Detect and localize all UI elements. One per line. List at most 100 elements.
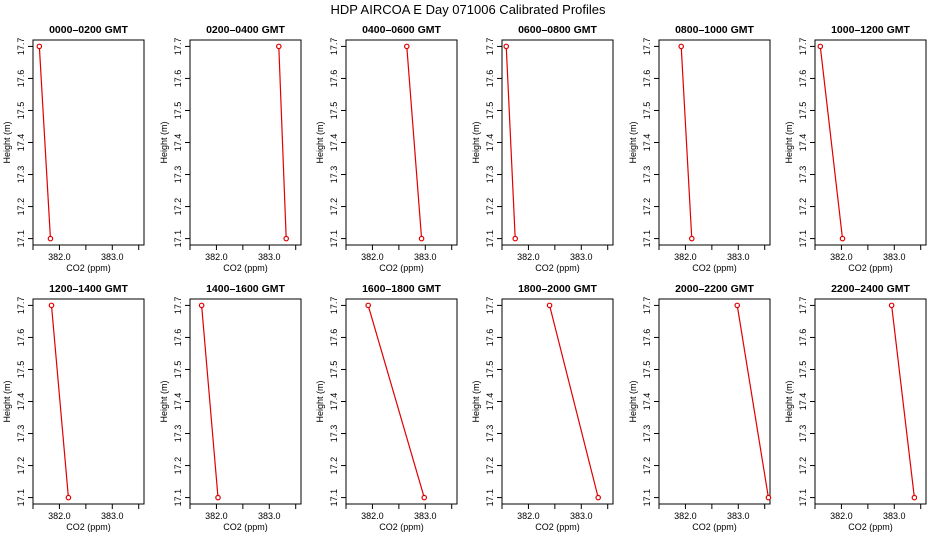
data-point: [911, 494, 918, 501]
x-tick-label: 383.0: [414, 511, 437, 521]
plot-frame: [658, 39, 771, 246]
y-axis-label: Height (m): [784, 380, 794, 422]
y-tick-label: 17.4: [798, 393, 808, 411]
y-tick-label: 17.2: [485, 457, 495, 475]
profile-line: [406, 46, 423, 239]
y-tick-label: 17.7: [173, 38, 183, 56]
y-axis-label: Height (m): [159, 380, 169, 422]
y-tick-label: 17.6: [485, 70, 495, 88]
y-tick-label: 17.4: [642, 393, 652, 411]
y-tick-label: 17.2: [16, 457, 26, 475]
data-point: [283, 235, 290, 242]
x-tick-label: 383.0: [101, 511, 124, 521]
y-tick-label: 17.1: [173, 230, 183, 248]
data-point: [688, 235, 695, 242]
panel-title: 0000–0200 GMT: [49, 24, 128, 36]
profile-line: [38, 46, 52, 239]
data-point: [403, 43, 410, 50]
x-axis-label: CO2 (ppm): [692, 263, 737, 273]
y-tick-label: 17.5: [798, 361, 808, 379]
x-tick-label: 383.0: [570, 511, 593, 521]
x-tick-label: 382.0: [361, 252, 384, 262]
y-tick-label: 17.7: [329, 38, 339, 56]
panel-title: 0400–0600 GMT: [362, 24, 441, 36]
y-tick-label: 17.7: [798, 38, 808, 56]
y-tick-label: 17.7: [485, 297, 495, 315]
y-tick-label: 17.4: [173, 134, 183, 152]
plot-frame: [814, 298, 927, 505]
x-axis-label: CO2 (ppm): [379, 522, 424, 532]
panel-title: 1600–1800 GMT: [362, 283, 441, 295]
y-tick-label: 17.4: [329, 134, 339, 152]
data-point: [198, 302, 205, 309]
y-tick-label: 17.4: [173, 393, 183, 411]
y-tick-label: 17.1: [16, 489, 26, 507]
y-axis-label: Height (m): [628, 380, 638, 422]
y-tick-label: 17.3: [798, 425, 808, 443]
x-tick-label: 383.0: [570, 252, 593, 262]
y-axis-label: Height (m): [471, 380, 481, 422]
data-point: [734, 302, 741, 309]
y-tick-label: 17.6: [642, 329, 652, 347]
y-tick-label: 17.6: [329, 329, 339, 347]
plot-frame: [189, 298, 302, 505]
profile-line: [548, 305, 599, 498]
panel-title: 1000–1200 GMT: [831, 24, 910, 36]
y-tick-label: 17.5: [485, 102, 495, 120]
y-tick-label: 17.3: [16, 425, 26, 443]
profile-line: [819, 46, 844, 239]
y-tick-label: 17.5: [173, 361, 183, 379]
y-tick-label: 17.4: [485, 134, 495, 152]
profile-line: [891, 305, 915, 498]
y-tick-label: 17.3: [329, 166, 339, 184]
y-tick-label: 17.6: [329, 70, 339, 88]
x-tick-label: 383.0: [883, 252, 906, 262]
panel-title: 2000–2200 GMT: [675, 283, 754, 295]
y-tick-label: 17.1: [329, 230, 339, 248]
data-point: [215, 494, 221, 501]
data-point: [888, 302, 895, 309]
y-tick-label: 17.4: [16, 134, 26, 152]
plot-frame: [501, 298, 614, 505]
data-point: [512, 235, 519, 242]
profile-panel-3: 0400–0600 GMT 382.0 383.0 17.1 17.2 17.3 17.4 1…: [315, 24, 458, 273]
x-axis-label: CO2 (ppm): [66, 263, 111, 273]
y-tick-label: 17.1: [329, 489, 339, 507]
x-axis-label: CO2 (ppm): [692, 522, 737, 532]
y-axis-label: Height (m): [315, 380, 325, 422]
profile-panel-5: 0800–1000 GMT 382.0 383.0 17.1 17.2 17.3 17.4 1…: [628, 24, 771, 273]
plot-frame: [189, 39, 302, 246]
y-tick-label: 17.6: [16, 329, 26, 347]
data-point: [595, 494, 602, 501]
y-tick-label: 17.6: [642, 70, 652, 88]
y-tick-label: 17.2: [329, 457, 339, 475]
plot-frame: [32, 39, 145, 246]
y-tick-label: 17.3: [173, 166, 183, 184]
panel-title: 1400–1600 GMT: [206, 283, 285, 295]
y-tick-label: 17.2: [173, 457, 183, 475]
profile-line: [278, 46, 287, 239]
x-tick-label: 382.0: [48, 252, 71, 262]
y-tick-label: 17.4: [798, 134, 808, 152]
data-point: [817, 43, 824, 50]
y-tick-label: 17.3: [642, 166, 652, 184]
y-tick-label: 17.1: [642, 489, 652, 507]
y-tick-label: 17.7: [16, 297, 26, 315]
y-tick-label: 17.5: [329, 361, 339, 379]
y-tick-label: 17.1: [798, 230, 808, 248]
y-tick-label: 17.7: [642, 38, 652, 56]
y-tick-label: 17.2: [798, 198, 808, 216]
y-tick-label: 17.3: [485, 166, 495, 184]
panel-title: 0600–0800 GMT: [518, 24, 597, 36]
panel-title: 1800–2000 GMT: [518, 283, 597, 295]
y-tick-label: 17.3: [798, 166, 808, 184]
profile-panel-12: 2200–2400 GMT 382.0 383.0 17.1 17.2 17.3 17.4 1…: [784, 283, 927, 532]
y-tick-label: 17.1: [642, 230, 652, 248]
x-tick-label: 383.0: [883, 511, 906, 521]
panel-title: 1200–1400 GMT: [49, 283, 128, 295]
y-tick-label: 17.2: [642, 198, 652, 216]
x-tick-label: 383.0: [414, 252, 437, 262]
profile-panel-10: 1800–2000 GMT 382.0 383.0 17.1 17.2 17.3 17.4 1…: [471, 283, 614, 532]
x-tick-label: 383.0: [258, 252, 281, 262]
x-axis-label: CO2 (ppm): [535, 522, 580, 532]
